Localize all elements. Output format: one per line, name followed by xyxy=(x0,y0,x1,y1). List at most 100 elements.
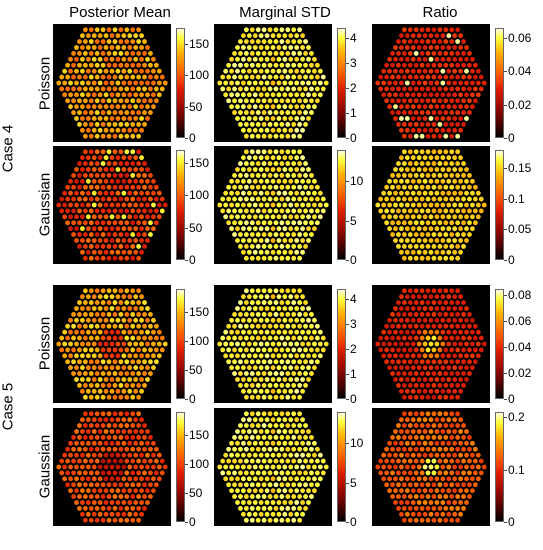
detector-pixel xyxy=(320,74,326,80)
detector-pixel xyxy=(68,104,73,110)
detector-pixel xyxy=(407,435,413,440)
detector-pixel xyxy=(217,341,223,347)
detector-pixel xyxy=(393,68,398,74)
detector-pixel xyxy=(273,423,279,428)
detector-pixel xyxy=(252,249,258,255)
detector-pixel xyxy=(103,249,109,255)
detector-pixel xyxy=(393,167,398,172)
detector-pixel xyxy=(130,149,136,155)
colorbar-tick-mark xyxy=(185,341,188,342)
detector-pixel xyxy=(261,39,267,44)
detector-pixel xyxy=(136,244,142,249)
detector-pixel xyxy=(261,74,267,80)
detector-pixel xyxy=(314,184,320,190)
detector-pixel xyxy=(130,371,136,376)
detector-pixel xyxy=(303,62,308,68)
detector-pixel xyxy=(449,470,455,476)
detector-pixel xyxy=(112,506,118,511)
detector-pixel xyxy=(94,470,100,476)
detector-pixel xyxy=(118,133,124,139)
detector-pixel xyxy=(410,388,416,394)
detector-pixel xyxy=(475,476,481,482)
hexagonal-detector-map xyxy=(375,411,487,523)
detector-pixel xyxy=(249,62,255,68)
detector-pixel xyxy=(396,220,401,226)
detector-pixel xyxy=(446,214,452,220)
colorbar-tick-mark xyxy=(504,522,507,523)
detector-pixel xyxy=(88,27,94,33)
detector-pixel xyxy=(80,56,85,62)
detector-pixel xyxy=(255,323,261,329)
detector-pixel xyxy=(464,80,469,86)
detector-pixel xyxy=(97,33,103,39)
detector-pixel xyxy=(258,178,264,184)
detector-pixel xyxy=(241,377,246,382)
detector-pixel xyxy=(393,476,398,482)
detector-pixel xyxy=(121,167,127,172)
detector-pixel xyxy=(276,377,282,382)
detector-pixel xyxy=(148,335,153,341)
detector-pixel xyxy=(449,423,455,428)
detector-pixel xyxy=(294,68,300,74)
detector-pixel xyxy=(291,411,297,417)
detector-pixel xyxy=(276,511,282,517)
detector-pixel xyxy=(404,377,410,382)
detector-pixel xyxy=(288,33,294,39)
detector-pixel xyxy=(440,56,446,62)
detector-pixel xyxy=(109,429,115,434)
detector-pixel xyxy=(103,464,109,470)
detector-pixel xyxy=(238,423,243,428)
detector-pixel xyxy=(419,161,425,166)
detector-pixel xyxy=(249,98,255,104)
detector-pixel xyxy=(443,133,449,139)
detector-pixel xyxy=(65,196,71,202)
detector-pixel xyxy=(464,45,469,50)
detector-pixel xyxy=(136,149,142,155)
detector-pixel xyxy=(387,488,392,494)
detector-pixel xyxy=(109,388,115,394)
detector-pixel xyxy=(387,365,392,371)
detector-pixel xyxy=(309,359,314,365)
detector-pixel xyxy=(145,214,150,220)
detector-pixel xyxy=(276,127,282,133)
detector-pixel xyxy=(77,51,82,56)
detector-pixel xyxy=(449,458,455,464)
detector-pixel xyxy=(252,155,258,161)
detector-pixel xyxy=(297,312,303,317)
detector-pixel xyxy=(243,300,249,305)
detector-pixel xyxy=(443,371,449,376)
detector-pixel xyxy=(142,62,147,68)
detector-pixel xyxy=(419,423,425,428)
detector-pixel xyxy=(428,92,434,98)
detector-pixel xyxy=(258,226,264,232)
detector-pixel xyxy=(467,173,472,178)
detector-pixel xyxy=(232,458,237,464)
detector-pixel xyxy=(270,341,276,347)
detector-pixel xyxy=(434,190,440,196)
detector-pixel xyxy=(100,411,106,417)
detector-pixel xyxy=(446,500,452,505)
detector-pixel xyxy=(151,440,156,446)
detector-pixel xyxy=(159,347,165,353)
detector-pixel xyxy=(223,202,229,208)
detector-pixel xyxy=(267,74,273,80)
detector-pixel xyxy=(145,476,150,482)
detector-pixel xyxy=(467,470,472,476)
detector-pixel xyxy=(425,86,431,92)
detector-pixel xyxy=(288,464,294,470)
detector-pixel xyxy=(88,482,94,488)
detector-pixel xyxy=(419,394,425,400)
detector-pixel xyxy=(130,255,136,261)
detector-pixel xyxy=(273,184,279,190)
detector-pixel xyxy=(279,232,285,237)
detector-pixel xyxy=(246,178,252,184)
detector-pixel xyxy=(142,482,147,488)
detector-pixel xyxy=(285,62,291,68)
detector-pixel xyxy=(279,51,285,56)
detector-pixel xyxy=(422,33,428,39)
detector-pixel xyxy=(446,238,452,243)
detector-pixel xyxy=(139,353,144,359)
detector-pixel xyxy=(109,452,115,458)
detector-pixel xyxy=(437,196,443,202)
detector-pixel xyxy=(109,190,115,196)
